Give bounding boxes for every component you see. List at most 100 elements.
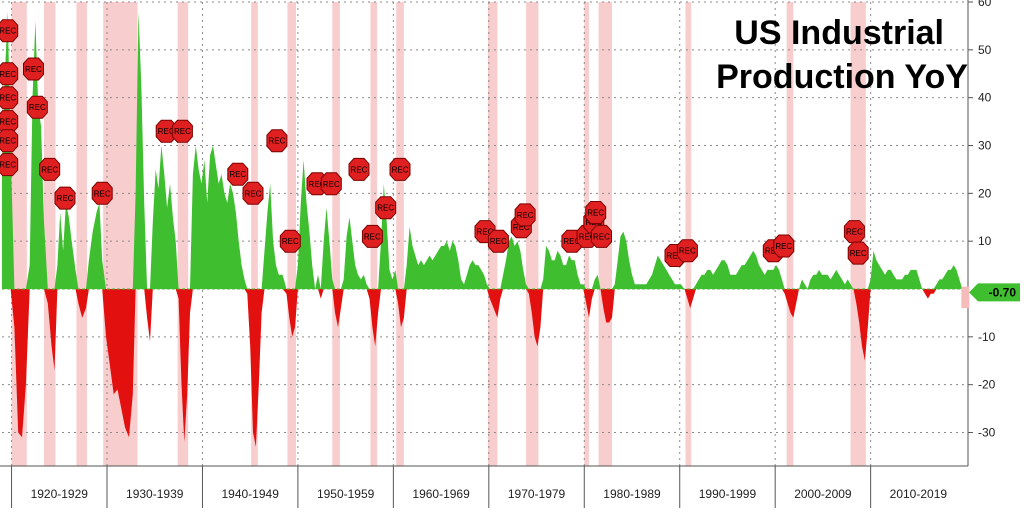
rec-marker: REC	[0, 19, 19, 43]
y-tick-label: 60	[978, 0, 992, 9]
last-value-badge: -0.70	[969, 283, 1020, 302]
rec-marker: REC	[279, 229, 301, 253]
rec-marker-shape	[0, 62, 19, 86]
rec-marker-label: REC	[579, 232, 596, 241]
rec-marker: REC	[26, 95, 48, 119]
y-tick-label: -10	[978, 330, 996, 344]
recession-band	[251, 2, 258, 466]
rec-marker-label: REC	[679, 247, 696, 256]
rec-marker-label: REC	[0, 27, 16, 36]
recession-band	[786, 2, 794, 466]
recession-band	[396, 2, 404, 466]
rec-marker-label: REC	[0, 70, 16, 79]
rec-marker: REC	[375, 196, 397, 220]
rec-marker: REC	[54, 186, 76, 210]
rec-marker-label: REC	[377, 204, 394, 213]
positive-area	[2, 11, 966, 290]
rec-marker-shape	[242, 181, 264, 205]
rec-marker-shape	[227, 162, 249, 186]
last-value-tag	[969, 283, 1020, 302]
rec-marker-shape	[26, 95, 48, 119]
rec-marker-shape	[0, 19, 19, 43]
rec-marker-shape	[676, 239, 698, 263]
rec-marker: REC	[23, 57, 44, 81]
rec-marker-shape	[171, 119, 193, 143]
y-tick-label: 30	[978, 139, 992, 153]
rec-marker-shape	[91, 181, 113, 205]
rec-marker-label: REC	[57, 194, 74, 203]
rec-marker-label: REC	[0, 161, 16, 170]
rec-marker-label: REC	[392, 165, 409, 174]
rec-marker-label: REC	[846, 228, 863, 237]
rec-marker-shape	[348, 157, 370, 181]
rec-marker-shape	[279, 229, 301, 253]
rec-marker-shape	[514, 203, 536, 227]
rec-marker-label: REC	[351, 165, 368, 174]
rec-marker-shape	[375, 196, 397, 220]
rec-marker-label: REC	[563, 237, 580, 246]
rec-marker-shape	[389, 157, 411, 181]
rec-marker-label: REC	[513, 223, 530, 232]
rec-marker-label: REC	[593, 232, 610, 241]
rec-marker-label: REC	[29, 103, 46, 112]
rec-marker-shape	[320, 172, 342, 196]
recession-band	[76, 2, 87, 466]
rec-marker-label: REC	[268, 137, 285, 146]
rec-marker: REC	[676, 239, 698, 263]
rec-marker-shape	[266, 129, 288, 153]
rec-marker: REC	[266, 129, 288, 153]
x-tick-label: 1920-1929	[31, 487, 89, 501]
rec-marker-label: REC	[229, 170, 246, 179]
y-tick-label: 40	[978, 91, 992, 105]
rec-marker-shape	[487, 229, 509, 253]
data-area	[2, 11, 968, 447]
rec-marker: REC	[0, 86, 19, 110]
rec-marker-label: REC	[245, 189, 262, 198]
x-tick-label: 1990-1999	[699, 487, 757, 501]
rec-marker: REC	[39, 157, 61, 181]
rec-marker: REC	[0, 153, 19, 177]
recession-band	[526, 2, 539, 466]
rec-marker-label: REC	[0, 118, 16, 127]
rec-marker-shape	[585, 201, 607, 224]
rec-marker: REC	[227, 162, 249, 186]
rec-marker-label: REC	[775, 242, 792, 251]
negative-area	[2, 289, 966, 447]
x-tick-label: 1970-1979	[508, 487, 566, 501]
chart-title-line2: Production YoY	[716, 58, 968, 96]
y-tick-label: 20	[978, 186, 992, 200]
rec-marker-label: REC	[94, 189, 111, 198]
rec-marker-shape	[0, 86, 19, 110]
rec-marker: REC	[591, 224, 612, 248]
last-value-highlight	[961, 286, 970, 309]
rec-marker-shape	[23, 57, 44, 81]
rec-marker: REC	[389, 157, 411, 181]
recession-band	[332, 2, 340, 466]
y-tick-label: -20	[978, 378, 996, 392]
rec-marker: REC	[171, 119, 193, 143]
x-tick-label: 1980-1989	[603, 487, 661, 501]
rec-marker-label: REC	[490, 237, 507, 246]
x-tick-label: 1960-1969	[412, 487, 470, 501]
rec-marker-shape	[361, 224, 383, 248]
rec-marker: REC	[242, 181, 264, 205]
rec-marker-shape	[847, 241, 869, 265]
y-tick-label: -30	[978, 426, 996, 440]
rec-marker-label: REC	[41, 165, 58, 174]
rec-marker: REC	[514, 203, 536, 227]
rec-marker: REC	[773, 234, 795, 258]
y-tick-label: 10	[978, 234, 992, 248]
axes: -30 -20 -10 10 20 30 40 50 60 1920-1929 1930-1939 1…	[0, 0, 996, 508]
rec-marker-label: REC	[517, 211, 534, 220]
rec-marker-shape	[773, 234, 795, 258]
rec-marker-label: REC	[850, 249, 867, 258]
rec-marker: REC	[320, 172, 342, 196]
recession-band	[44, 2, 56, 466]
rec-marker-label: REC	[0, 137, 16, 146]
last-value-label: -0.70	[989, 285, 1017, 299]
rec-marker-shape	[54, 186, 76, 210]
rec-marker-shape	[843, 220, 865, 244]
rec-marker-label: REC	[282, 237, 299, 246]
